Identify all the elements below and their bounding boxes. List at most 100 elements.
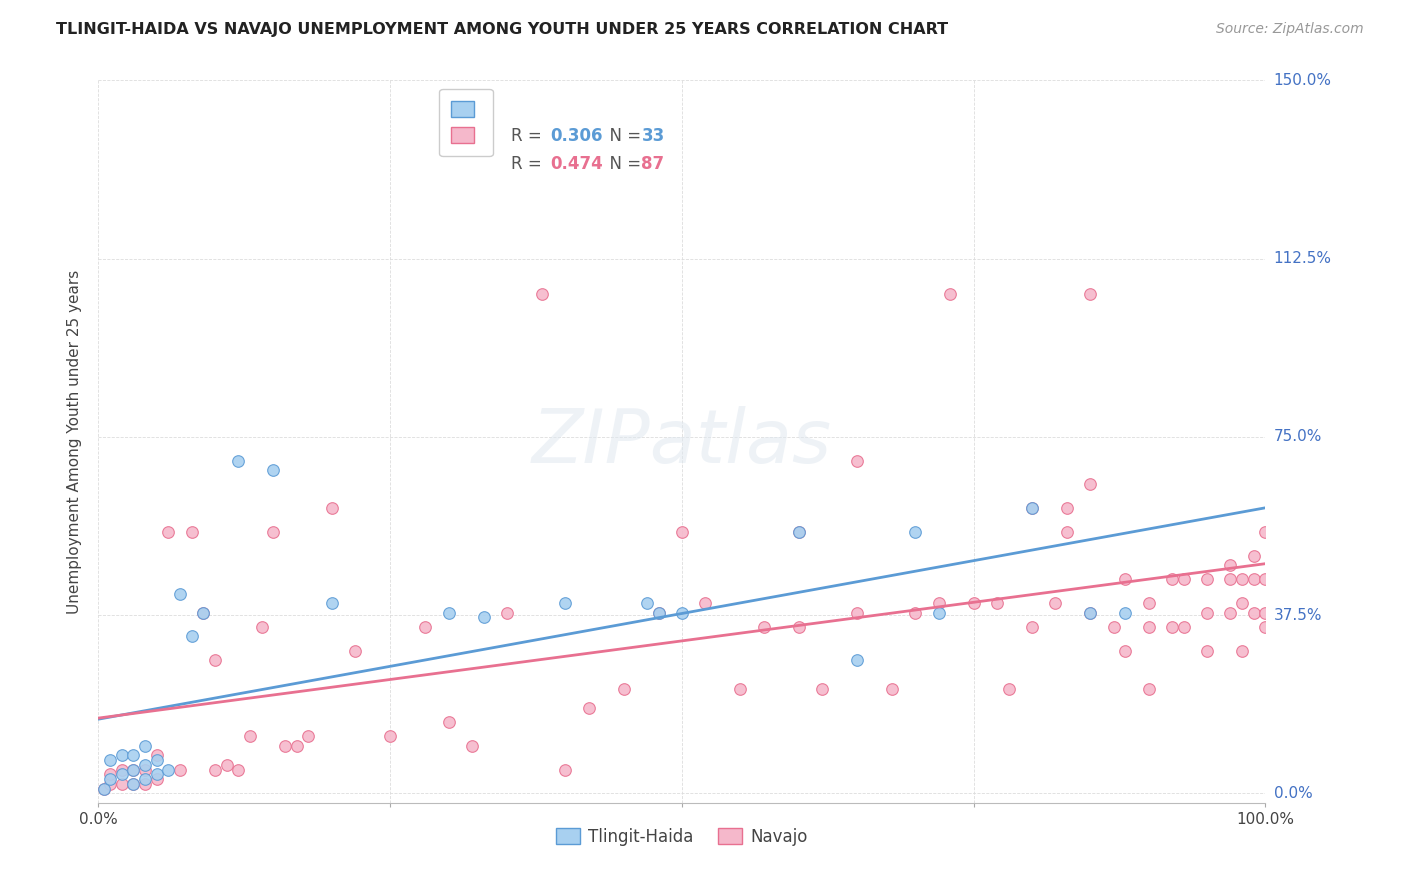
Point <box>904 606 927 620</box>
Point <box>647 606 669 620</box>
Point <box>1219 606 1241 620</box>
Point <box>146 772 169 786</box>
Point <box>157 524 180 539</box>
Point <box>1254 606 1277 620</box>
Point <box>1056 501 1078 516</box>
Point <box>787 524 810 539</box>
Text: 37.5%: 37.5% <box>1274 607 1322 623</box>
Point <box>1173 573 1195 587</box>
Text: 33: 33 <box>641 127 665 145</box>
Point <box>997 681 1019 696</box>
Point <box>1080 477 1102 491</box>
Point <box>274 739 297 753</box>
Point <box>157 763 180 777</box>
Point <box>1114 573 1136 587</box>
Point <box>752 620 775 634</box>
Text: 0.0%: 0.0% <box>1274 786 1312 801</box>
Point <box>1219 573 1241 587</box>
Text: R =: R = <box>510 127 547 145</box>
Point <box>122 777 145 791</box>
Text: 87: 87 <box>641 155 665 173</box>
Point <box>695 596 717 610</box>
Point <box>1102 620 1125 634</box>
Point <box>98 767 121 781</box>
Point <box>671 606 693 620</box>
Point <box>134 757 156 772</box>
Text: ZIPatlas: ZIPatlas <box>531 406 832 477</box>
Point <box>111 767 134 781</box>
Point <box>1230 596 1253 610</box>
Point <box>1230 643 1253 657</box>
Point <box>228 763 250 777</box>
Y-axis label: Unemployment Among Youth under 25 years: Unemployment Among Youth under 25 years <box>67 269 83 614</box>
Point <box>939 287 962 301</box>
Text: TLINGIT-HAIDA VS NAVAJO UNEMPLOYMENT AMONG YOUTH UNDER 25 YEARS CORRELATION CHAR: TLINGIT-HAIDA VS NAVAJO UNEMPLOYMENT AMO… <box>56 22 949 37</box>
Point <box>321 501 343 516</box>
Text: N =: N = <box>599 155 647 173</box>
Point <box>787 620 810 634</box>
Point <box>904 524 927 539</box>
Point <box>193 606 215 620</box>
Point <box>193 606 215 620</box>
Legend: Tlingit-Haida, Navajo: Tlingit-Haida, Navajo <box>550 821 814 852</box>
Point <box>671 524 693 539</box>
Point <box>1021 501 1043 516</box>
Point <box>986 596 1008 610</box>
Text: 0.474: 0.474 <box>550 155 603 173</box>
Point <box>1080 287 1102 301</box>
Point <box>321 596 343 610</box>
Point <box>380 729 402 743</box>
Text: 150.0%: 150.0% <box>1274 73 1331 87</box>
Text: 75.0%: 75.0% <box>1274 429 1322 444</box>
Point <box>846 653 869 667</box>
Point <box>496 606 519 620</box>
Point <box>134 763 156 777</box>
Point <box>146 767 169 781</box>
Point <box>180 629 202 643</box>
Point <box>928 596 950 610</box>
Point <box>169 587 191 601</box>
Point <box>554 763 576 777</box>
Point <box>1080 606 1102 620</box>
Point <box>1161 620 1184 634</box>
Point <box>472 610 495 624</box>
Point <box>530 287 553 301</box>
Point <box>461 739 484 753</box>
Point <box>880 681 903 696</box>
Point <box>98 772 121 786</box>
Point <box>787 524 810 539</box>
Point <box>204 653 226 667</box>
Point <box>297 729 319 743</box>
Point <box>413 620 436 634</box>
Point <box>1021 501 1043 516</box>
Point <box>1114 643 1136 657</box>
Text: R =: R = <box>510 155 547 173</box>
Point <box>613 681 636 696</box>
Point <box>437 714 460 729</box>
Point <box>122 763 145 777</box>
Point <box>122 777 145 791</box>
Point <box>111 748 134 763</box>
Point <box>1161 573 1184 587</box>
Point <box>1080 606 1102 620</box>
Point <box>93 781 115 796</box>
Point <box>1254 573 1277 587</box>
Point <box>98 777 121 791</box>
Text: N =: N = <box>599 127 647 145</box>
Point <box>111 763 134 777</box>
Point <box>1045 596 1067 610</box>
Point <box>1195 606 1218 620</box>
Point <box>134 777 156 791</box>
Point <box>730 681 752 696</box>
Point <box>228 453 250 467</box>
Point <box>1219 558 1241 573</box>
Text: 112.5%: 112.5% <box>1274 251 1331 266</box>
Point <box>122 748 145 763</box>
Point <box>554 596 576 610</box>
Point <box>344 643 367 657</box>
Point <box>122 763 145 777</box>
Point <box>846 453 869 467</box>
Point <box>215 757 238 772</box>
Point <box>1114 606 1136 620</box>
Point <box>1254 620 1277 634</box>
